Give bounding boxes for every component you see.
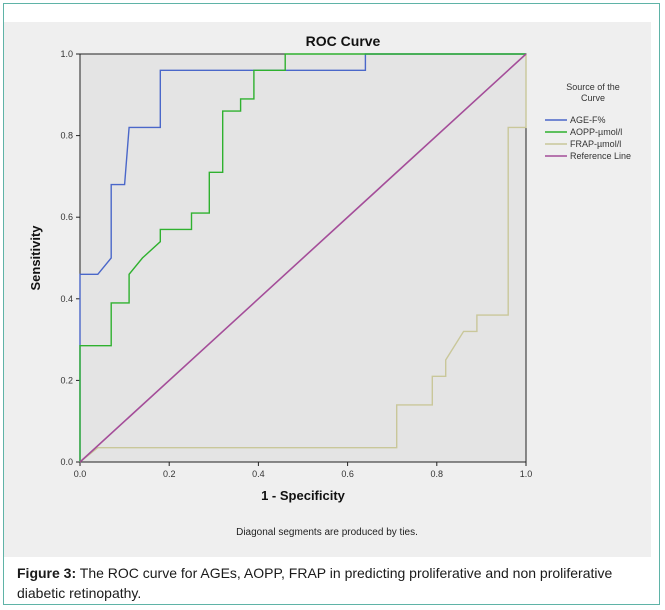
y-tick-label: 0.2 bbox=[60, 375, 73, 385]
y-tick-label: 0.4 bbox=[60, 294, 73, 304]
y-axis-label: Sensitivity bbox=[28, 225, 43, 291]
legend-label: FRAP-µmol/l bbox=[570, 139, 621, 149]
figure-caption: Figure 3: The ROC curve for AGEs, AOPP, … bbox=[17, 563, 657, 603]
x-tick-label: 1.0 bbox=[520, 469, 533, 479]
ties-note: Diagonal segments are produced by ties. bbox=[236, 527, 418, 538]
legend-title: Source of the Curve bbox=[566, 82, 620, 103]
series-line-age-f bbox=[79, 53, 526, 462]
x-tick-label: 0.8 bbox=[431, 469, 444, 479]
legend: Source of the Curve AGE-F% AOPP-µmol/l FRAP… bbox=[545, 82, 631, 161]
series-lines bbox=[79, 53, 527, 463]
y-tick-label: 0.8 bbox=[60, 131, 73, 141]
caption-label: Figure 3: bbox=[17, 565, 77, 581]
series-line-aopp-mol-l bbox=[79, 53, 526, 462]
y-tick-label: 1.0 bbox=[60, 49, 73, 59]
x-tick-label: 0.0 bbox=[74, 469, 87, 479]
y-tick-label: 0.6 bbox=[60, 212, 73, 222]
x-tick-label: 0.6 bbox=[341, 469, 354, 479]
caption-text: The ROC curve for AGEs, AOPP, FRAP in pr… bbox=[17, 565, 613, 601]
x-tick-label: 0.2 bbox=[163, 469, 176, 479]
series-line-frap-mol-l bbox=[79, 54, 527, 463]
x-tick-label: 0.4 bbox=[252, 469, 265, 479]
axis-ticks: 0.0 0.2 0.4 0.6 0.8 1.0 0.0 0.2 0.4 0.6 0.8 1.0 bbox=[60, 49, 532, 479]
y-tick-label: 0.0 bbox=[60, 457, 73, 467]
legend-label: AOPP-µmol/l bbox=[570, 127, 622, 137]
legend-label: AGE-F% bbox=[570, 115, 606, 125]
roc-chart: ROC Curve 0.0 0.2 0.4 0.6 0.8 1.0 0.0 0.2 0.4 0.6… bbox=[4, 22, 651, 557]
chart-title: ROC Curve bbox=[306, 33, 381, 49]
series-line-reference-line bbox=[79, 53, 527, 463]
legend-label: Reference Line bbox=[570, 151, 631, 161]
x-axis-label: 1 - Specificity bbox=[261, 488, 346, 503]
